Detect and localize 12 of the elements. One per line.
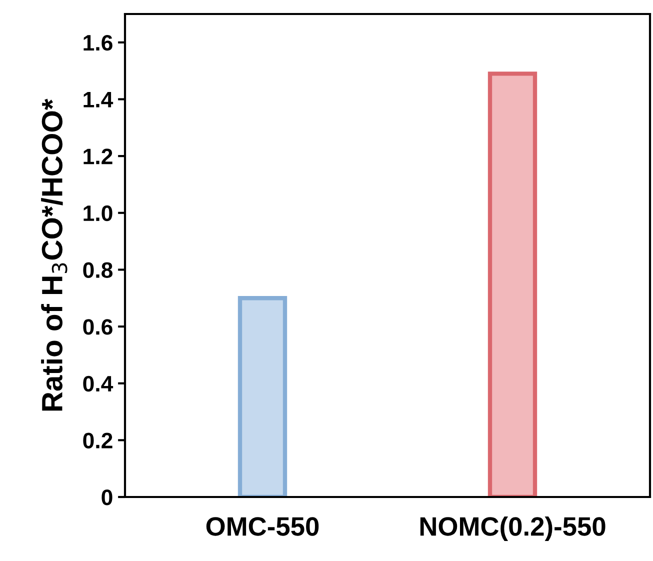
y-tick-label: 0 [102,490,112,506]
x-tick-label: OMC-550 [206,517,319,536]
y-tick-label: 0.4 [83,376,114,392]
y-tick-label: 1.0 [84,205,112,222]
y-tick-label: 0.6 [83,319,112,335]
x-tick-label: NOMC(0.2)-550 [420,516,606,542]
y-tick-label: 0.8 [83,262,113,278]
y-tick-label: 1.4 [84,92,114,108]
y-tick-label: 1.2 [84,148,112,164]
y-tick-label: 1.6 [84,34,112,51]
y-axis-title: Ratio of H$_{3}$CO*/HCOO* [41,98,68,411]
y-tick-label: 0.2 [83,432,112,448]
